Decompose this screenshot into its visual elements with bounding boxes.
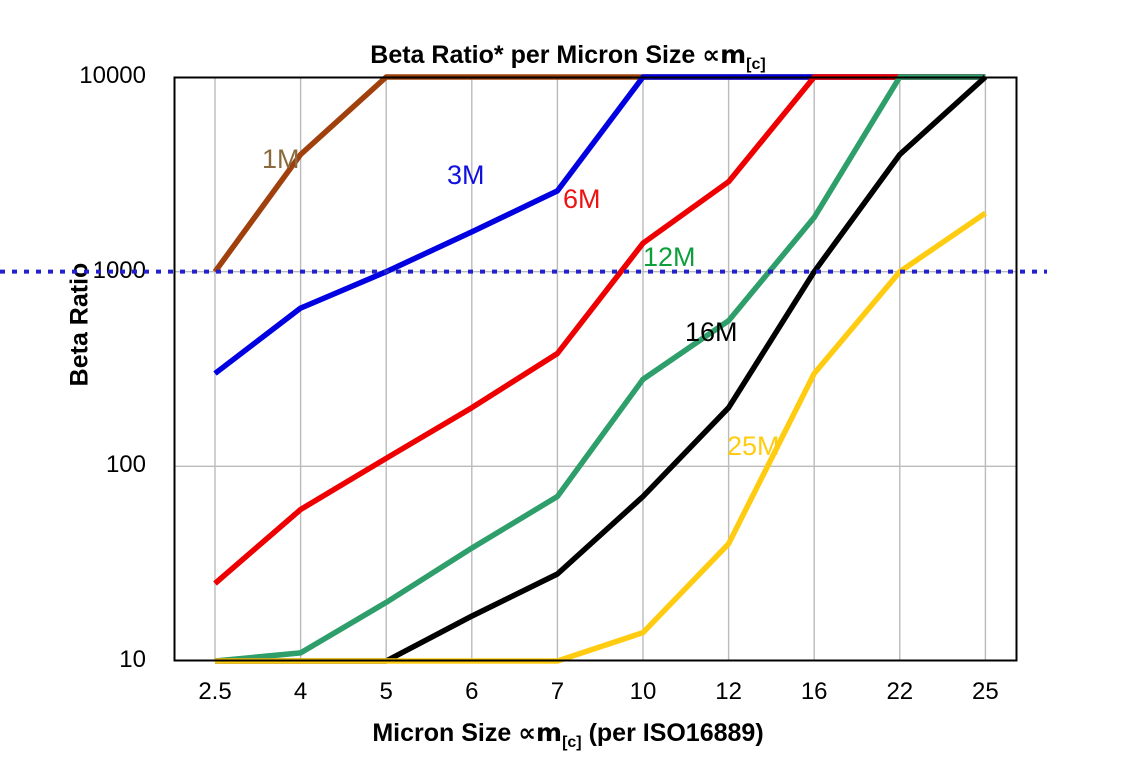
series-line-6M (213, 74, 986, 586)
x-tick-label: 25 (972, 678, 999, 705)
series-label-1M: 1M (262, 144, 300, 174)
x-tick-label: 4 (293, 678, 308, 705)
plot-border (173, 76, 1018, 662)
y-tick-label: 100 (105, 451, 146, 479)
y-tick-label: 10 (119, 646, 146, 673)
x-tick-label: 16 (800, 678, 828, 705)
series-label-16M: 16M (685, 317, 738, 347)
series-line-12M (214, 74, 986, 664)
y-axis-title: Beta Ratio (65, 262, 94, 387)
x-tick-label: 5 (379, 678, 393, 705)
series-line-16M (215, 74, 988, 664)
x-tick-label: 2.5 (198, 678, 232, 705)
x-axis-title-subscript: [c] (562, 734, 582, 751)
series-line-1M (212, 74, 986, 274)
series-label-25M: 25M (727, 431, 780, 461)
x-axis-title-part2: (per ISO16889) (581, 719, 764, 747)
series-lines (212, 74, 988, 664)
x-tick-label: 7 (550, 678, 565, 705)
chart-title: Beta Ratio* per Micron Size ∝m[c] (0, 40, 1136, 74)
chart-title-subscript: [c] (746, 56, 766, 73)
x-axis-title-part1: Micron Size (372, 719, 519, 747)
plot-svg (0, 74, 1047, 664)
chart-title-main: Beta Ratio* per Micron Size (370, 41, 703, 69)
x-tick-label: 22 (886, 678, 914, 705)
series-label-6M: 6M (563, 184, 601, 214)
x-axis-title: Micron Size ∝m[c] (per ISO16889) (0, 718, 1136, 752)
x-axis-title-symbol: ∝m (518, 718, 563, 747)
x-tick-label: 6 (465, 678, 479, 705)
y-tick-label: 10000 (79, 62, 146, 89)
series-label-3M: 3M (447, 160, 485, 190)
plot-area (0, 74, 1047, 664)
chart-title-symbol: ∝m (702, 40, 747, 69)
x-tick-label: 12 (715, 678, 742, 705)
x-tick-label: 10 (629, 678, 657, 705)
y-tick-label: 1000 (92, 256, 146, 284)
series-label-12M: 12M (643, 242, 696, 272)
